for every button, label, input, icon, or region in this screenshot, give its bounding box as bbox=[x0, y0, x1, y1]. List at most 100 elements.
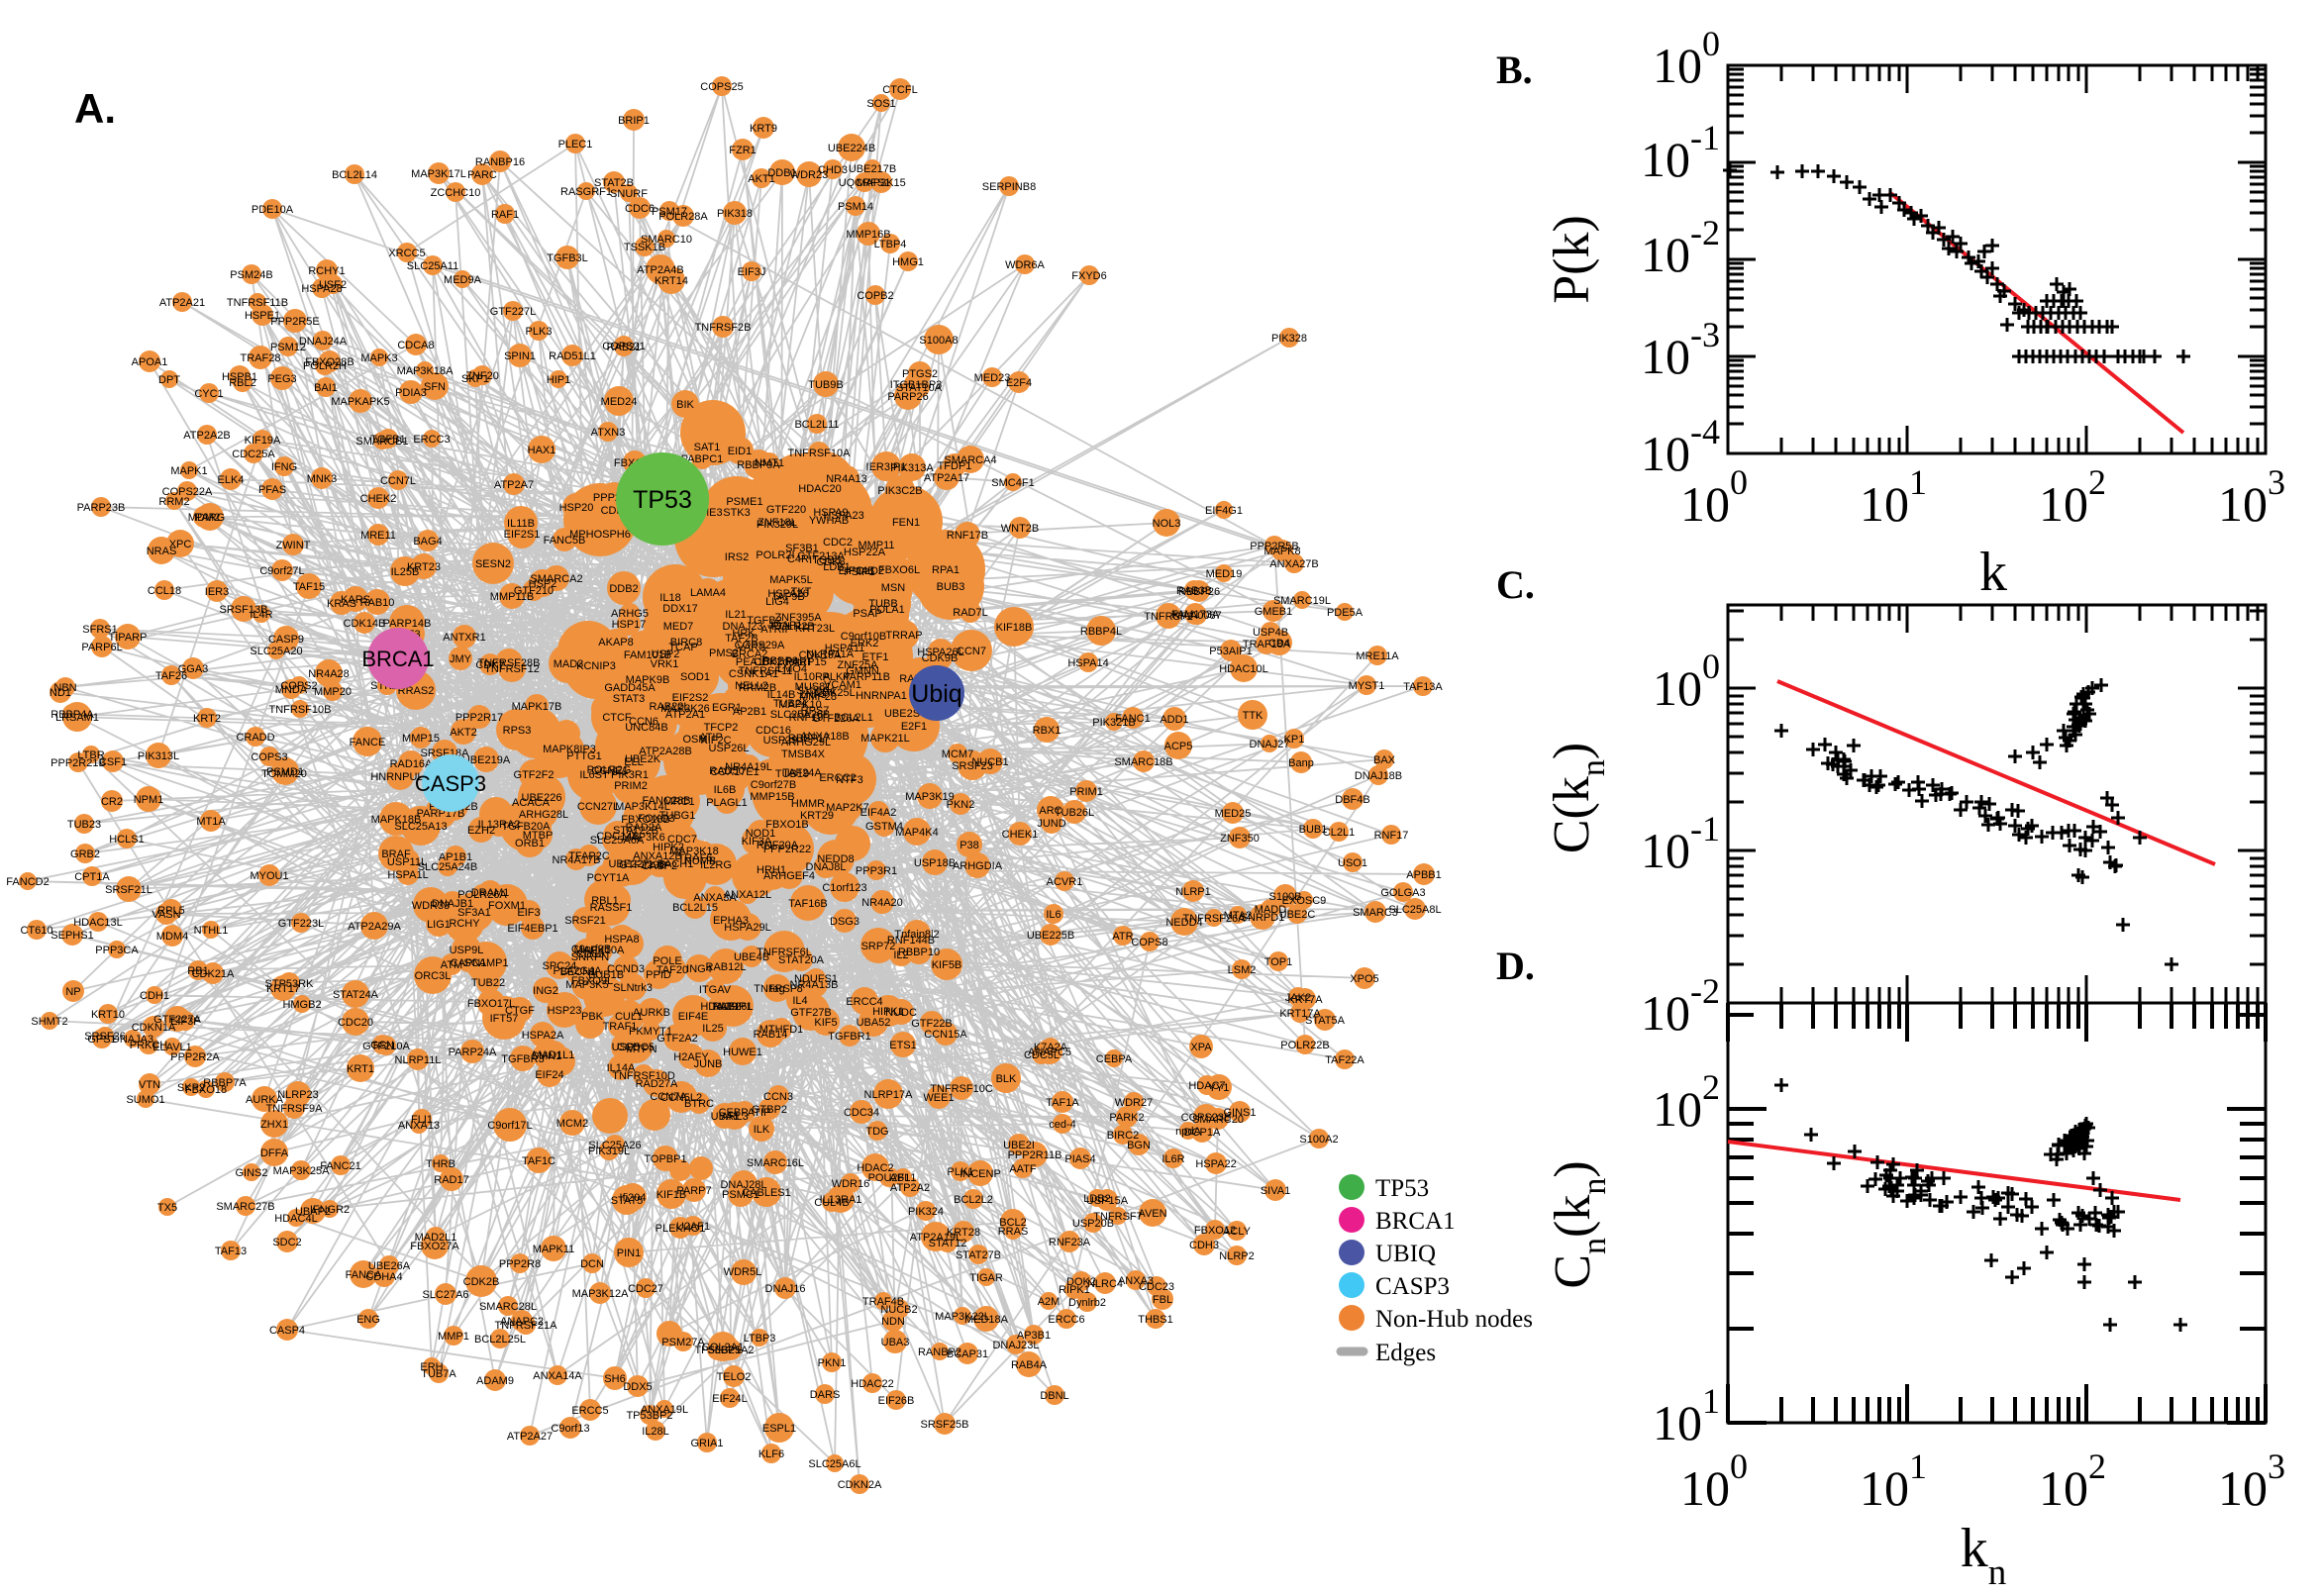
svg-text:CR2: CR2 bbox=[101, 796, 123, 808]
svg-text:EIF2S1: EIF2S1 bbox=[504, 529, 541, 541]
svg-text:GTF27B: GTF27B bbox=[790, 1007, 832, 1019]
svg-text:SNRPD1: SNRPD1 bbox=[1241, 912, 1285, 924]
svg-text:GTF213A: GTF213A bbox=[797, 550, 845, 562]
svg-text:PARP23B: PARP23B bbox=[77, 502, 126, 514]
svg-text:RAD7L: RAD7L bbox=[953, 607, 987, 619]
svg-text:COPS29A: COPS29A bbox=[735, 640, 785, 651]
svg-text:EIF14B: EIF14B bbox=[839, 565, 875, 577]
svg-text:RAD27A: RAD27A bbox=[636, 1078, 678, 1090]
svg-text:POU2F1: POU2F1 bbox=[868, 1172, 911, 1184]
svg-text:ABL1: ABL1 bbox=[890, 1172, 917, 1184]
svg-text:KRT28: KRT28 bbox=[947, 1227, 980, 1239]
svg-text:ANXA3: ANXA3 bbox=[1118, 1275, 1154, 1287]
svg-text:DNAJA3: DNAJA3 bbox=[112, 1034, 153, 1046]
svg-text:FBXO17L: FBXO17L bbox=[467, 998, 515, 1010]
svg-text:TELO2: TELO2 bbox=[717, 1371, 752, 1383]
svg-text:PKN1: PKN1 bbox=[818, 1357, 847, 1369]
svg-text:BUB1B: BUB1B bbox=[588, 969, 624, 981]
svg-text:USO1: USO1 bbox=[1338, 857, 1367, 869]
svg-text:VTN: VTN bbox=[139, 1079, 160, 1091]
svg-text:MMP20: MMP20 bbox=[314, 686, 352, 698]
svg-text:PSM24B: PSM24B bbox=[230, 269, 272, 281]
svg-text:RB1: RB1 bbox=[187, 965, 208, 977]
svg-text:NR4A17B: NR4A17B bbox=[553, 854, 601, 866]
svg-text:TNFRSF10D: TNFRSF10D bbox=[612, 1070, 675, 1082]
svg-text:RRM2B: RRM2B bbox=[739, 682, 777, 694]
svg-text:KRT7A: KRT7A bbox=[1287, 994, 1323, 1006]
svg-text:MMP15: MMP15 bbox=[402, 733, 440, 745]
svg-text:PRIM2: PRIM2 bbox=[614, 780, 648, 792]
svg-text:CDK14B: CDK14B bbox=[344, 618, 386, 630]
svg-text:TAF13: TAF13 bbox=[215, 1246, 247, 1257]
svg-text:BRAF: BRAF bbox=[381, 848, 411, 860]
svg-text:SMARC10: SMARC10 bbox=[641, 234, 692, 246]
svg-text:ATP2A2: ATP2A2 bbox=[890, 1182, 930, 1194]
svg-text:BCL2L25L: BCL2L25L bbox=[474, 1334, 526, 1346]
svg-text:HIP1: HIP1 bbox=[547, 374, 570, 386]
svg-text:PDE5A: PDE5A bbox=[1327, 607, 1364, 619]
svg-text:MAPK21L: MAPK21L bbox=[860, 733, 910, 745]
svg-text:RAB21: RAB21 bbox=[607, 342, 642, 353]
svg-text:LMO4: LMO4 bbox=[777, 663, 807, 675]
svg-text:ESPL1: ESPL1 bbox=[762, 1423, 796, 1435]
svg-text:MMP11B: MMP11B bbox=[490, 591, 534, 603]
svg-text:TNFRSF7: TNFRSF7 bbox=[1093, 1211, 1143, 1223]
svg-text:STAT10A: STAT10A bbox=[896, 382, 943, 394]
svg-text:ADD1: ADD1 bbox=[1160, 714, 1188, 726]
svg-text:SRSF13B: SRSF13B bbox=[220, 604, 268, 616]
svg-text:POLR28A: POLR28A bbox=[658, 211, 708, 223]
svg-text:HCLS1: HCLS1 bbox=[109, 834, 144, 846]
svg-text:MMP1: MMP1 bbox=[438, 1331, 469, 1343]
svg-text:HSPA23: HSPA23 bbox=[823, 510, 863, 522]
svg-text:TNFRSF2B: TNFRSF2B bbox=[695, 322, 752, 334]
svg-text:PLA2G4A: PLA2G4A bbox=[554, 965, 603, 977]
svg-text:RPA1: RPA1 bbox=[932, 564, 960, 576]
svg-text:MRE11: MRE11 bbox=[360, 530, 396, 542]
svg-text:IL25B: IL25B bbox=[391, 566, 420, 578]
svg-text:IL6ST: IL6ST bbox=[579, 769, 609, 781]
svg-text:EID1: EID1 bbox=[728, 446, 752, 457]
svg-text:USP2: USP2 bbox=[652, 648, 680, 660]
svg-text:SIVA1: SIVA1 bbox=[1261, 1185, 1290, 1197]
svg-text:FZR1: FZR1 bbox=[729, 145, 757, 156]
svg-text:UBE4B: UBE4B bbox=[734, 951, 769, 963]
svg-text:IER3IP1: IER3IP1 bbox=[866, 461, 907, 473]
svg-text:POLA1: POLA1 bbox=[869, 604, 904, 616]
svg-text:HDAC10L: HDAC10L bbox=[1219, 663, 1268, 675]
svg-text:ZNF25A: ZNF25A bbox=[838, 659, 879, 671]
svg-text:MAP4K4: MAP4K4 bbox=[895, 827, 938, 839]
svg-text:IL6B: IL6B bbox=[714, 784, 737, 796]
svg-text:PBK: PBK bbox=[581, 1011, 604, 1023]
svg-text:SERPINB8: SERPINB8 bbox=[982, 181, 1036, 193]
svg-text:CASP4: CASP4 bbox=[269, 1325, 305, 1337]
svg-text:TNFRSF28B: TNFRSF28B bbox=[478, 657, 541, 669]
svg-text:H2AFY: H2AFY bbox=[673, 1051, 709, 1063]
svg-text:GTF223L: GTF223L bbox=[278, 918, 324, 930]
svg-text:NBN: NBN bbox=[53, 682, 76, 694]
svg-text:MTA2: MTA2 bbox=[1224, 910, 1253, 922]
svg-text:K7A2A: K7A2A bbox=[1034, 1042, 1068, 1053]
svg-text:MED7: MED7 bbox=[663, 621, 694, 633]
svg-text:SRSF21: SRSF21 bbox=[564, 915, 606, 927]
svg-text:ANAPC2: ANAPC2 bbox=[500, 1316, 544, 1328]
svg-text:PFAS: PFAS bbox=[258, 484, 286, 496]
svg-text:PIK329L: PIK329L bbox=[757, 519, 798, 531]
svg-text:LSM2: LSM2 bbox=[1228, 964, 1257, 976]
svg-text:BCAP31: BCAP31 bbox=[947, 1348, 988, 1360]
svg-text:RRAS: RRAS bbox=[998, 1226, 1029, 1238]
svg-text:TP53: TP53 bbox=[1375, 1175, 1429, 1202]
svg-text:LTBP3: LTBP3 bbox=[744, 1333, 776, 1345]
svg-text:RAD51L1: RAD51L1 bbox=[549, 350, 596, 362]
svg-text:CD4: CD4 bbox=[1268, 638, 1290, 649]
svg-text:ILK: ILK bbox=[754, 1124, 770, 1136]
svg-text:PLK3: PLK3 bbox=[526, 326, 553, 338]
svg-text:CL2L1: CL2L1 bbox=[1323, 827, 1355, 839]
svg-text:DCP1A: DCP1A bbox=[1184, 1127, 1221, 1139]
svg-text:GINS2: GINS2 bbox=[235, 1167, 267, 1179]
svg-text:UBE2I: UBE2I bbox=[1003, 1140, 1035, 1151]
svg-text:RCHY1: RCHY1 bbox=[308, 265, 345, 277]
svg-text:ANTXR1: ANTXR1 bbox=[443, 632, 485, 644]
svg-text:DSG3: DSG3 bbox=[830, 916, 859, 928]
svg-text:CHD3: CHD3 bbox=[818, 164, 848, 176]
svg-text:TGFBR1: TGFBR1 bbox=[828, 1031, 870, 1043]
